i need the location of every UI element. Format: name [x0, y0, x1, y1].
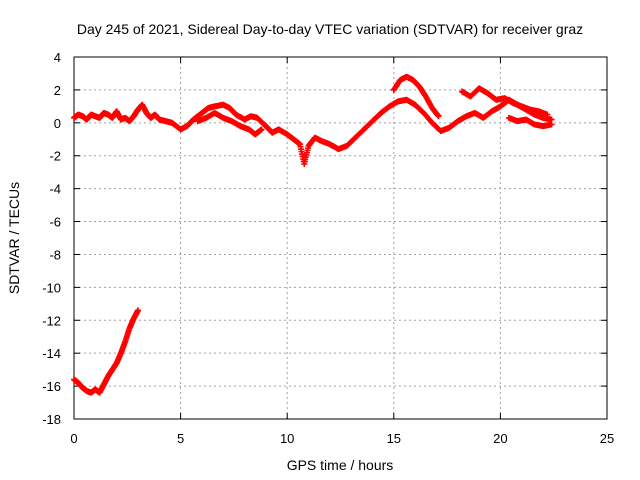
y-tick-label: -14 [42, 346, 61, 361]
x-axis-label: GPS time / hours [287, 457, 394, 473]
grid [74, 57, 607, 419]
y-tick-label: -16 [42, 379, 61, 394]
y-tick-label: 4 [54, 50, 61, 65]
y-tick-label: -12 [42, 313, 61, 328]
x-tick-label: 15 [387, 431, 401, 446]
data-point [258, 126, 265, 133]
y-tick-label: -2 [49, 149, 61, 164]
data-point [134, 307, 141, 314]
y-tick-label: 0 [54, 116, 61, 131]
y-tick-label: -4 [49, 182, 61, 197]
y-tick-label: -18 [42, 412, 61, 427]
x-tick-label: 20 [493, 431, 507, 446]
plot-frame [73, 56, 608, 420]
chart-title: Day 245 of 2021, Sidereal Day-to-day VTE… [77, 21, 583, 37]
y-axis-label: SDTVAR / TECUs [6, 182, 22, 294]
y-tick-label: 2 [54, 83, 61, 98]
data-point [544, 111, 551, 118]
x-tick-label: 0 [70, 431, 77, 446]
x-tick-label: 25 [600, 431, 614, 446]
y-tick-label: -6 [49, 215, 61, 230]
x-tick-label: 10 [280, 431, 294, 446]
data-point [548, 121, 555, 128]
y-tick-label: -10 [42, 280, 61, 295]
x-tick-label: 5 [177, 431, 184, 446]
data-point [435, 113, 442, 120]
y-tick-label: -8 [49, 247, 61, 262]
data-points [71, 73, 555, 396]
